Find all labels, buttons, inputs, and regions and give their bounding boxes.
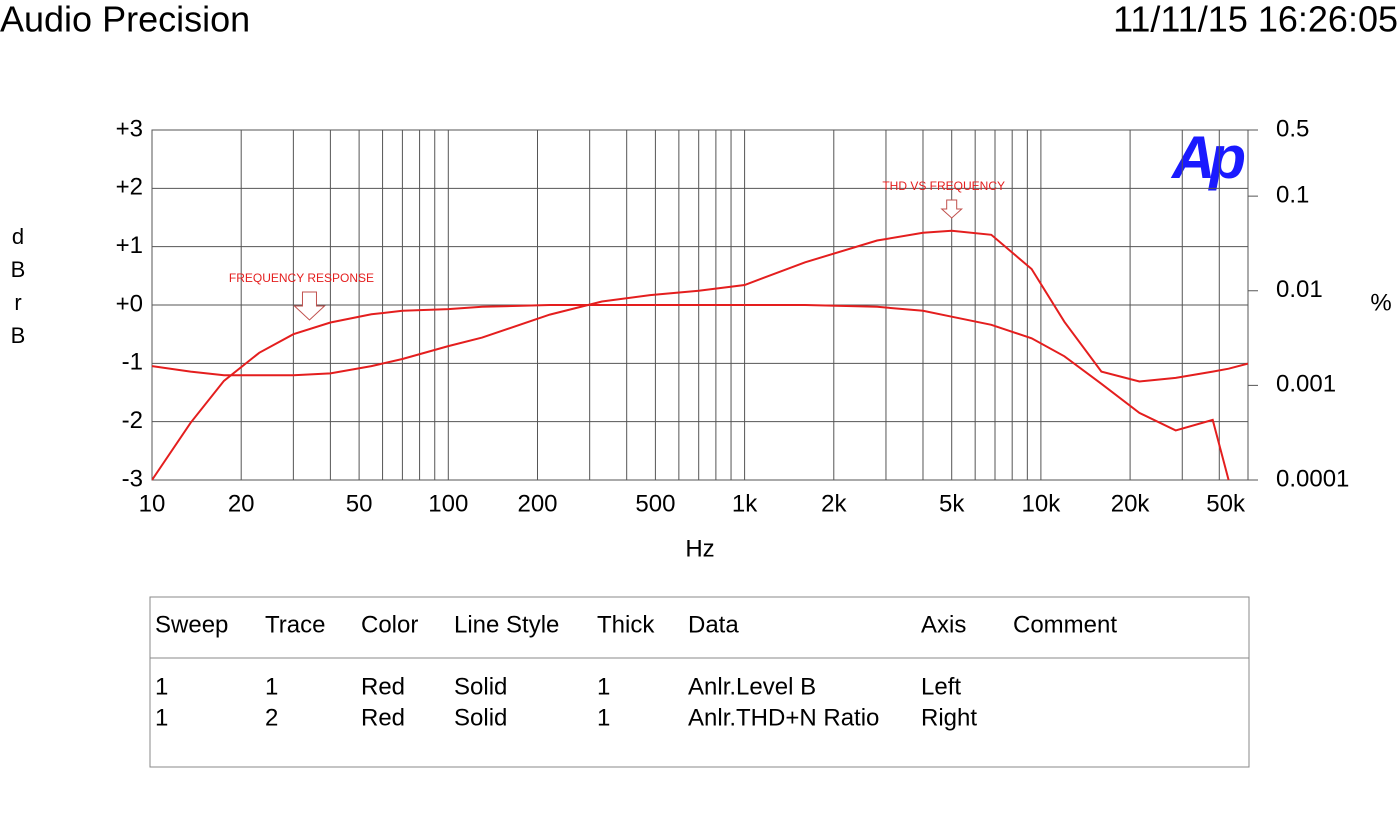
x-tick-label: 20k	[1111, 490, 1151, 517]
table-cell: 1	[597, 673, 610, 700]
y2-tick-label: 0.001	[1276, 371, 1336, 398]
y-tick-label: -3	[122, 465, 143, 492]
x-tick-label: 100	[428, 490, 468, 517]
y-tick-label: +2	[116, 174, 143, 201]
title: Audio Precision	[0, 0, 250, 40]
timestamp: 11/11/15 16:26:05	[1113, 0, 1398, 40]
x-tick-label: 50k	[1206, 490, 1246, 517]
table-cell: 1	[265, 673, 278, 700]
annotation-arrow	[293, 291, 326, 321]
y-tick-label: +1	[116, 232, 143, 259]
table-cell: Red	[361, 673, 405, 700]
annotation-arrow	[940, 199, 964, 219]
legend-table-border	[149, 596, 1250, 768]
table-header: Line Style	[454, 611, 559, 638]
y-axis-label: dBr B	[10, 224, 28, 348]
x-tick-label: 500	[635, 490, 675, 517]
annotation: FREQUENCY RESPONSE	[229, 271, 374, 285]
table-cell: Solid	[454, 673, 507, 700]
annotation: THD VS FREQUENCY	[882, 179, 1005, 193]
logo: Ap	[1170, 124, 1244, 191]
table-cell: 1	[597, 704, 610, 731]
plot-frame	[151, 129, 1249, 481]
table-cell: 1	[155, 704, 168, 731]
table-header: Data	[688, 611, 739, 638]
table-header: Sweep	[155, 611, 228, 638]
x-tick-label: 20	[228, 490, 255, 517]
table-cell: Left	[921, 673, 961, 700]
y2-tick-label: 0.1	[1276, 181, 1309, 208]
table-cell: 1	[155, 673, 168, 700]
x-tick-label: 200	[517, 490, 557, 517]
table-header: Trace	[265, 611, 325, 638]
y-tick-label: -1	[122, 349, 143, 376]
x-tick-label: 5k	[939, 490, 965, 517]
y2-axis-label: %	[1370, 289, 1391, 316]
y2-tick-label: 0.5	[1276, 115, 1309, 142]
y-tick-label: +0	[116, 290, 143, 317]
series-line	[152, 229, 1248, 383]
table-cell: Red	[361, 704, 405, 731]
table-header: Color	[361, 611, 418, 638]
y2-tick-label: 0.0001	[1276, 465, 1349, 492]
table-cell: Solid	[454, 704, 507, 731]
x-tick-label: 2k	[821, 490, 847, 517]
table-cell: 2	[265, 704, 278, 731]
table-cell: Anlr.THD+N Ratio	[688, 704, 879, 731]
table-cell: Anlr.Level B	[688, 673, 816, 700]
table-header: Comment	[1013, 611, 1117, 638]
x-tick-label: 50	[346, 490, 373, 517]
table-header: Axis	[921, 611, 966, 638]
y2-tick-label: 0.01	[1276, 276, 1323, 303]
y-tick-label: +3	[116, 115, 143, 142]
table-header: Thick	[597, 611, 655, 638]
table-cell: Right	[921, 704, 977, 731]
x-tick-label: 10k	[1022, 490, 1062, 517]
x-tick-label: 1k	[732, 490, 758, 517]
series-line	[152, 304, 1230, 481]
y-tick-label: -2	[122, 407, 143, 434]
x-tick-label: 10	[139, 490, 166, 517]
x-axis-label: Hz	[685, 535, 714, 562]
